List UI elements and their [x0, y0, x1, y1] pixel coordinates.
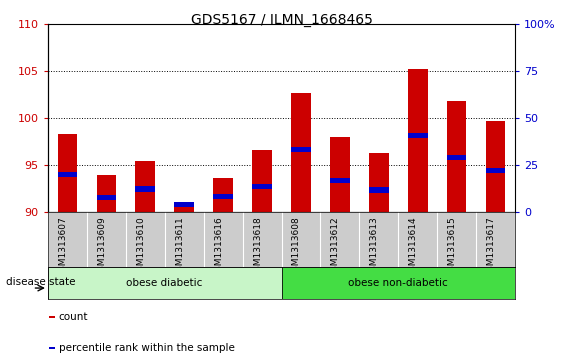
Bar — [136, 162, 155, 212]
Text: GSM1313616: GSM1313616 — [214, 217, 223, 277]
Bar — [408, 132, 427, 138]
Bar — [447, 101, 467, 212]
Bar — [330, 178, 350, 183]
Bar — [57, 172, 77, 178]
Bar — [49, 347, 55, 349]
Bar — [213, 194, 233, 199]
Text: GSM1313613: GSM1313613 — [370, 217, 379, 277]
Bar — [408, 69, 427, 212]
Text: GSM1313617: GSM1313617 — [486, 217, 495, 277]
Bar — [175, 201, 194, 207]
Text: disease state: disease state — [6, 277, 75, 286]
Bar — [330, 137, 350, 212]
Bar — [369, 187, 388, 192]
Text: percentile rank within the sample: percentile rank within the sample — [59, 343, 234, 353]
Bar — [447, 155, 467, 160]
Bar — [291, 147, 311, 152]
Bar — [486, 121, 506, 212]
Text: GSM1313607: GSM1313607 — [59, 217, 68, 277]
Bar — [96, 175, 116, 212]
Text: GSM1313611: GSM1313611 — [175, 217, 184, 277]
Bar — [213, 178, 233, 212]
Text: GSM1313608: GSM1313608 — [292, 217, 301, 277]
Text: GDS5167 / ILMN_1668465: GDS5167 / ILMN_1668465 — [190, 13, 373, 27]
Bar — [291, 93, 311, 212]
Bar — [175, 202, 194, 212]
Text: obese diabetic: obese diabetic — [127, 278, 203, 288]
Text: GSM1313612: GSM1313612 — [331, 217, 340, 277]
Bar — [252, 150, 272, 212]
Text: GSM1313609: GSM1313609 — [97, 217, 106, 277]
Text: count: count — [59, 312, 88, 322]
Text: GSM1313618: GSM1313618 — [253, 217, 262, 277]
Text: GSM1313614: GSM1313614 — [409, 217, 418, 277]
Text: obese non-diabetic: obese non-diabetic — [348, 278, 448, 288]
Bar — [369, 153, 388, 212]
Bar — [282, 267, 515, 299]
Bar — [486, 167, 506, 173]
Bar — [48, 267, 282, 299]
Bar — [252, 184, 272, 189]
Bar — [136, 186, 155, 192]
Bar — [96, 195, 116, 200]
Bar — [49, 316, 55, 318]
Text: GSM1313610: GSM1313610 — [136, 217, 145, 277]
Bar — [57, 134, 77, 212]
Text: GSM1313615: GSM1313615 — [448, 217, 457, 277]
